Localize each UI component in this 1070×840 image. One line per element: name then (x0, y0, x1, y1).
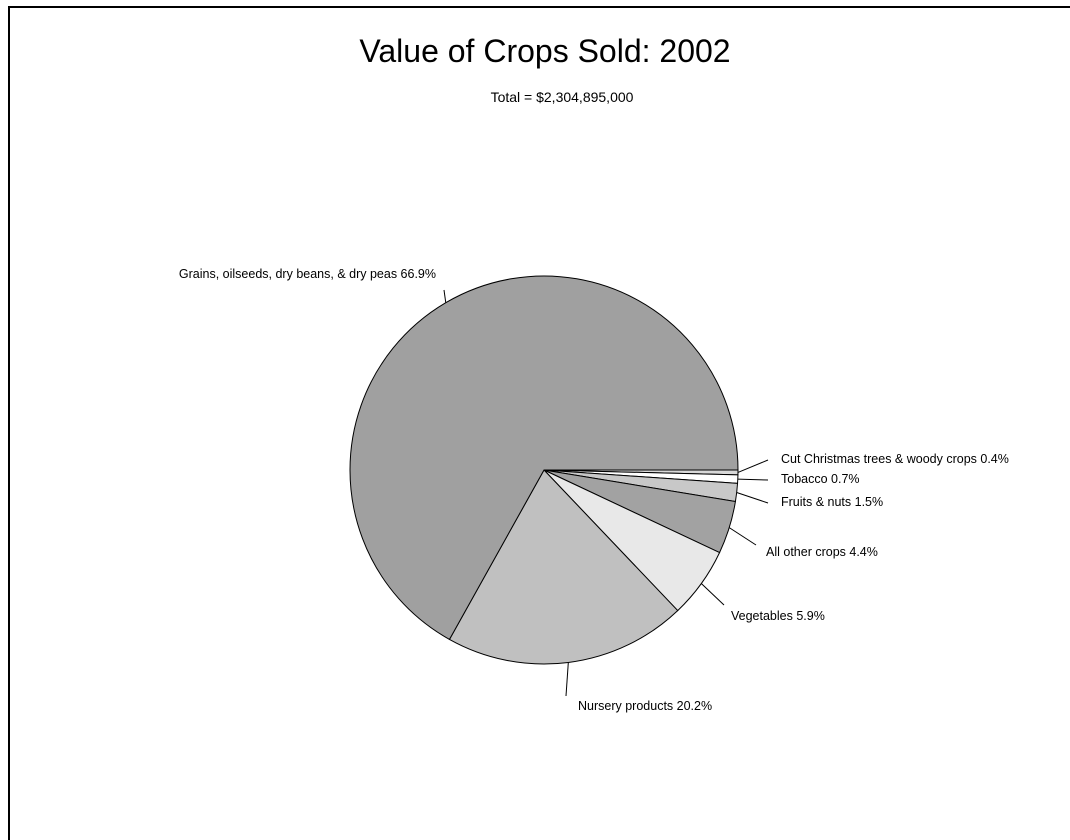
slice-label: All other crops 4.4% (766, 545, 878, 559)
leader-line (700, 583, 725, 606)
slice-label: Cut Christmas trees & woody crops 0.4% (781, 452, 1009, 466)
pie-slices (349, 275, 739, 665)
leader-line (736, 492, 769, 504)
leader-line (737, 459, 769, 473)
leader-line (728, 527, 757, 546)
slice-label: Tobacco 0.7% (781, 472, 860, 486)
chart-subtitle: Total = $2,304,895,000 (491, 89, 634, 105)
slice-labels: Cut Christmas trees & woody crops 0.4% To… (179, 267, 1009, 713)
leader-line (443, 289, 447, 303)
slice-label: Nursery products 20.2% (578, 699, 712, 713)
slice-label: Vegetables 5.9% (731, 609, 825, 623)
pie-slice (349, 275, 739, 641)
chart-frame (8, 6, 1070, 840)
leader-line (737, 478, 769, 481)
slice-label: Fruits & nuts 1.5% (781, 495, 883, 509)
chart-title: Value of Crops Sold: 2002 (359, 33, 730, 69)
slice-label: Grains, oilseeds, dry beans, & dry peas … (179, 267, 436, 281)
leader-lines (443, 289, 769, 697)
leader-line (565, 662, 569, 697)
